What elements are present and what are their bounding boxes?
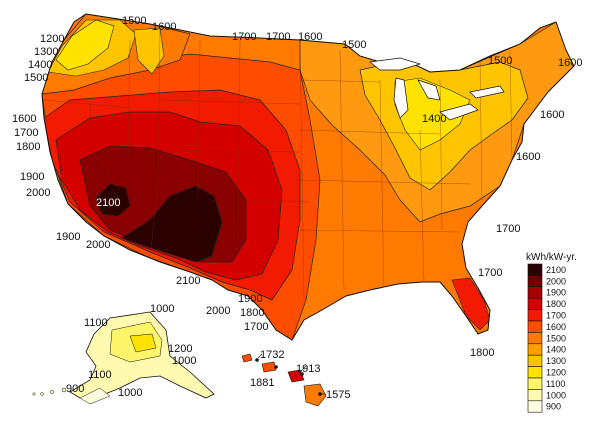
contour-label: 1500 [488,55,512,67]
contour-label: 1800 [16,141,40,153]
contour-label: 1600 [298,31,322,43]
contour-label: 1100 [88,369,112,381]
contour-label: 1700 [14,127,38,139]
contour-label: 1600 [152,21,176,33]
legend-swatch [527,297,543,310]
band-idaho-1400 [133,27,165,75]
hawaii-site-marker [300,372,304,376]
legend-label: 1600 [546,322,566,332]
contour-label: 2100 [176,275,200,287]
contour-label: 1000 [118,387,142,399]
legend-swatch [527,354,543,367]
contour-label: 1300 [34,46,58,58]
contour-label: 1900 [20,171,44,183]
contour-label: 1400 [28,59,52,71]
legend-label: 1500 [546,333,566,343]
contour-label: 1700 [244,321,268,333]
contour-label: 1500 [24,72,48,84]
legend-swatch [527,263,543,276]
alaska-band-1200 [129,333,157,353]
contour-label: 1500 [122,15,146,27]
contour-label: 1575 [326,389,350,401]
legend-label: 1400 [546,345,566,355]
alaska: 1000 1100 1200 1000 1100 900 1000 [32,303,215,405]
state-borders [43,29,513,301]
contour-label: 1800 [240,307,264,319]
contour-label: 1600 [516,151,540,163]
band-pnw-1300 [55,19,115,71]
hawaii-big-island [303,383,327,407]
contour-label: 1600 [558,57,582,69]
contour-label: 1700 [496,223,520,235]
hawaii-site-marker [255,358,259,362]
hawaii-oahu [261,361,277,373]
contour-label: 1732 [260,349,284,361]
hawaii-kauai [241,353,253,363]
legend-swatch [527,343,543,356]
legend-swatch [527,400,543,413]
legend-swatch [527,275,543,288]
legend-label: 900 [546,402,561,412]
legend-label: 1800 [546,299,566,309]
legend-title: kWh/kW-yr. [526,252,577,263]
contour-label: 1700 [478,267,502,279]
legend-swatch [527,286,543,299]
contour-label: 1900 [238,293,262,305]
legend-label: 2100 [546,265,566,275]
legend-label: 1900 [546,288,566,298]
legend-swatch [527,366,543,379]
contour-label: 1100 [84,317,108,329]
band-ca-2100 [95,183,131,217]
contour-label: 1913 [296,363,320,375]
contour-label: 2000 [206,305,230,317]
great-lakes [369,57,505,121]
contour-labels: 1500 1600 1200 1300 1400 1500 1600 1700 … [12,15,582,359]
contour-label: 1800 [470,347,494,359]
contour-label: 1000 [150,303,174,315]
contour-label: 2000 [26,187,50,199]
legend-label: 1100 [546,379,565,389]
contour-label: 1900 [56,231,80,243]
hawaii: 1732 1913 1881 1575 [241,349,350,407]
legend-label: 2000 [546,276,566,286]
contour-label: 1500 [342,39,366,51]
legend-label: 1300 [546,356,566,366]
legend-swatch [527,389,543,402]
hawaii-maui [287,369,305,383]
contour-label: 1400 [422,113,446,125]
hawaii-site-marker [274,365,278,369]
contour-label: 1200 [168,343,192,355]
aleutian-islands [32,387,67,396]
contour-label: 1600 [12,113,36,125]
contour-label: 1600 [540,109,564,121]
contour-label: 900 [66,383,84,395]
contour-label: 1200 [40,33,64,45]
legend-swatch [527,309,543,322]
legend-swatch [527,377,543,390]
contour-label: 2000 [86,239,110,251]
contour-label: 1881 [250,377,274,389]
legend-label: 1000 [546,390,566,400]
us-outline [41,13,575,341]
contour-label: 2100 [96,197,120,209]
contour-label: 1000 [172,355,196,367]
legend-swatch [527,320,543,333]
contour-label: 1700 [232,31,256,43]
band-sw-2100 [121,185,223,263]
legend-label: 1700 [546,311,566,321]
contour-label: 1700 [266,31,290,43]
legend-label: 1200 [546,368,566,378]
alaska-band-900 [79,387,111,405]
legend-swatch [527,332,543,345]
